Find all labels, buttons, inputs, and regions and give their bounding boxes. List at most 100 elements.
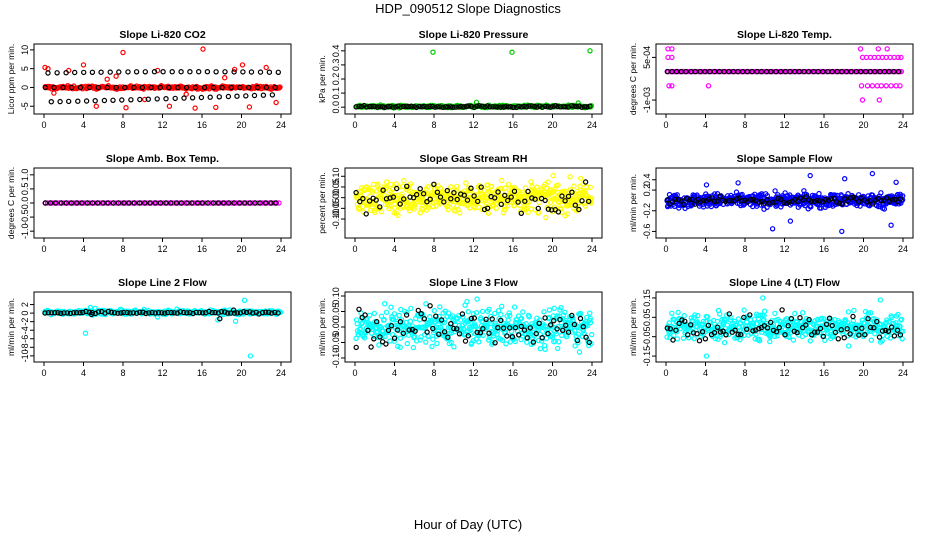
data-point-all [460,314,466,320]
data-point-subset [862,332,868,338]
data-point-all [888,83,894,89]
data-point-subset [685,332,691,338]
data-point-subset [498,201,504,207]
data-point-subset [867,197,873,204]
data-point-subset [786,199,793,205]
data-point-all [93,103,100,109]
data-point-subset [808,198,815,204]
data-point-all [375,181,381,187]
data-point-subset [48,98,55,105]
data-point-subset [408,103,415,109]
data-point-all [529,183,535,190]
data-point-all [410,344,417,351]
data-point-all [250,200,256,206]
data-point-subset [768,319,774,326]
data-point-subset [397,319,404,325]
data-point-subset [692,201,698,207]
data-point-subset [414,191,420,198]
data-point-all [434,340,440,347]
data-point-subset [63,69,69,76]
data-point-subset [104,84,111,91]
data-point-subset [57,98,63,105]
data-point-subset [450,104,456,110]
data-point-all [869,83,876,89]
x-tick-label: 16 [197,368,207,378]
data-point-all [371,310,377,317]
data-point-subset [692,68,699,75]
data-point-subset [417,185,423,192]
x-tick-label: 8 [742,244,747,254]
data-point-subset [500,104,506,110]
data-point-all [384,179,390,185]
data-point-subset [495,189,501,195]
data-point-subset [101,97,108,104]
data-point-all [790,337,797,343]
data-point-all [724,312,730,318]
data-point-all [887,335,894,341]
data-point-all [669,54,675,61]
data-point-subset [430,325,436,332]
data-point-subset [125,69,131,75]
data-point-subset [829,322,835,329]
data-point-all [479,308,486,315]
data-point-subset [535,205,542,212]
data-point-all [376,342,382,348]
data-point-subset [484,205,491,211]
data-point-all [721,339,728,346]
data-point-subset [374,104,381,110]
panel-6: Slope Sample Flow 0 4 8 12 16 20 24 -0.6 -0.2 0.20… [628,153,914,254]
data-point-all [671,332,677,338]
data-point-subset [699,329,706,335]
data-point-all [547,199,554,206]
data-point-subset [888,324,895,330]
x-tick-label: 24 [898,368,908,378]
data-point-subset [131,84,137,91]
data-point-all [499,303,505,309]
data-point-subset [850,313,856,320]
data-point-all [675,309,681,316]
data-point-subset [508,194,514,200]
x-tick-label: 8 [120,244,125,254]
data-point-subset [372,103,378,110]
data-point-subset [479,103,485,109]
data-point-subset [189,95,196,101]
data-point-subset [429,103,436,110]
data-point-all [82,330,89,336]
data-point-all [381,316,387,323]
data-point-subset [551,318,557,324]
data-point-subset [826,315,833,321]
data-point-subset [406,103,412,110]
data-point-subset [820,333,827,340]
data-point-subset [750,328,756,334]
data-point-all [166,103,173,109]
data-point-subset [246,84,252,91]
data-point-all [439,320,445,326]
data-point-subset [848,68,854,75]
data-point-all [556,339,562,345]
data-point-subset [68,200,75,206]
data-point-subset [110,200,117,206]
y-tick-label: -6 [20,335,30,343]
data-point-all [664,334,670,340]
x-tick-label: 16 [508,368,518,378]
data-point-subset [475,198,481,205]
data-point-all [223,200,230,206]
panel-title: Slope Line 3 Flow [429,277,519,289]
data-point-subset [481,206,488,213]
data-point-subset [234,310,240,316]
data-point-all [202,200,209,206]
data-point-all [825,330,831,336]
data-point-subset [565,329,572,335]
data-point-subset [447,104,454,110]
data-point-subset [459,311,466,317]
data-point-subset [193,309,199,316]
data-point-subset [204,68,211,75]
data-point-subset [448,321,454,327]
data-point-all [542,346,548,352]
data-point-subset [131,200,137,206]
data-point-subset [390,104,396,110]
x-tick-label: 12 [468,120,478,130]
data-point-subset [486,330,492,336]
data-point-subset [263,200,269,206]
data-point-all [507,312,513,319]
